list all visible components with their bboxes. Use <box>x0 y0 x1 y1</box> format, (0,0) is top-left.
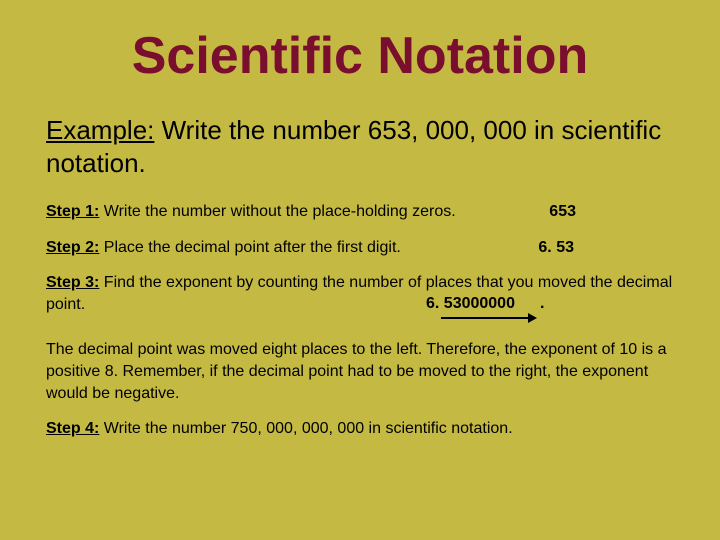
arrow-head <box>528 313 537 323</box>
step-4-body: Write the number 750, 000, 000, 000 in s… <box>99 420 512 437</box>
arrow-line <box>441 317 531 319</box>
example-label: Example: <box>46 115 154 145</box>
step-4: Step 4: Write the number 750, 000, 000, … <box>46 418 674 440</box>
step-1-value: 653 <box>549 201 674 223</box>
step-2-label: Step 2: <box>46 239 99 256</box>
step-3: Step 3: Find the exponent by counting th… <box>46 272 674 325</box>
step-1-text: Step 1: Write the number without the pla… <box>46 201 456 223</box>
step-1-body: Write the number without the place-holdi… <box>99 203 455 220</box>
step-3-value: 6. 53000000 <box>426 293 515 315</box>
step-1: Step 1: Write the number without the pla… <box>46 201 674 223</box>
step-3-body: Find the exponent by counting the number… <box>46 274 672 313</box>
step-1-label: Step 1: <box>46 203 99 220</box>
step-3-label: Step 3: <box>46 274 99 291</box>
step-4-label: Step 4: <box>46 420 99 437</box>
step-2-body: Place the decimal point after the first … <box>99 239 400 256</box>
step-2: Step 2: Place the decimal point after th… <box>46 237 674 259</box>
step-3-dot: . <box>540 293 544 315</box>
step-2-text: Step 2: Place the decimal point after th… <box>46 237 401 259</box>
explanation: The decimal point was moved eight places… <box>46 339 674 404</box>
step-2-value: 6. 53 <box>538 237 674 259</box>
page-title: Scientific Notation <box>46 26 674 86</box>
slide: Scientific Notation Example: Write the n… <box>0 0 720 440</box>
example-line: Example: Write the number 653, 000, 000 … <box>46 114 674 179</box>
arrow-icon <box>441 313 537 323</box>
